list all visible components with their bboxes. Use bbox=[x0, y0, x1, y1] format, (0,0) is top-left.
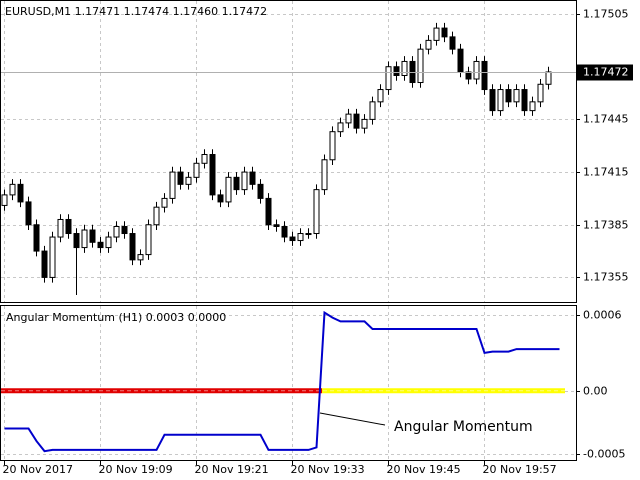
candle-body-up bbox=[401, 60, 408, 76]
candle-body-down bbox=[353, 113, 360, 129]
annotation: Angular Momentum bbox=[394, 419, 533, 435]
candle-body-up bbox=[113, 226, 120, 238]
candle-body-up bbox=[225, 176, 232, 203]
indicator-header: Angular Momentum (H1) 0.0003 0.0000 bbox=[6, 311, 226, 324]
candle-body-down bbox=[393, 66, 400, 77]
main-panel-frame bbox=[0, 0, 577, 303]
candle-body-up bbox=[193, 162, 200, 178]
candle-body-up bbox=[377, 89, 384, 103]
y-tick-label: 1.17385 bbox=[583, 219, 629, 232]
candle-body-down bbox=[25, 201, 32, 226]
candle-body-down bbox=[409, 60, 416, 84]
indicator-panel-frame bbox=[0, 305, 577, 461]
x-tick-label: 20 Nov 2017 bbox=[3, 463, 73, 476]
candle-body-down bbox=[265, 197, 272, 226]
x-tick-label: 20 Nov 19:57 bbox=[483, 463, 557, 476]
candle-body-down bbox=[281, 226, 288, 238]
x-tick-label: 20 Nov 19:33 bbox=[291, 463, 365, 476]
candle-body-down bbox=[33, 224, 40, 252]
candle-body-up bbox=[137, 254, 144, 261]
candle-body-up bbox=[49, 236, 56, 278]
candle-body-down bbox=[41, 250, 48, 278]
candle-body-up bbox=[201, 154, 208, 164]
y-tick-label: -0.0005 bbox=[583, 448, 625, 461]
candle-body-up bbox=[433, 27, 440, 41]
y-tick-label: 1.17445 bbox=[583, 113, 629, 126]
candle-body-up bbox=[369, 101, 376, 120]
candle-body-up bbox=[473, 60, 480, 80]
candle-body-down bbox=[521, 89, 528, 112]
candle-body-down bbox=[257, 183, 264, 199]
candle-body-down bbox=[457, 48, 464, 73]
y-tick-label: 1.17505 bbox=[583, 8, 629, 21]
candle-body-down bbox=[449, 36, 456, 50]
candle-body-down bbox=[89, 229, 96, 243]
y-tick-label: 1.17415 bbox=[583, 166, 629, 179]
y-tick-label: 1.17355 bbox=[583, 271, 629, 284]
candle-body-down bbox=[129, 233, 136, 261]
candle-body-up bbox=[145, 224, 152, 256]
candle-body-down bbox=[465, 71, 472, 80]
candle-body-down bbox=[249, 171, 256, 185]
candle-body-up bbox=[57, 218, 64, 238]
candle-body-up bbox=[345, 113, 352, 124]
candle-body-down bbox=[209, 154, 216, 196]
candle-body-up bbox=[305, 233, 312, 236]
candle-body-up bbox=[361, 118, 368, 129]
candle-body-up bbox=[185, 176, 192, 185]
candle-body-up bbox=[537, 83, 544, 103]
plot-layer bbox=[1, 1, 576, 460]
candle-body-down bbox=[17, 183, 24, 203]
candle-body-down bbox=[273, 224, 280, 228]
candle-body-down bbox=[233, 176, 240, 191]
current-price-box bbox=[577, 64, 633, 81]
candle-body-down bbox=[65, 218, 72, 235]
annotation-leader bbox=[319, 412, 386, 426]
candle-body-down bbox=[505, 89, 512, 103]
x-tick-label: 20 Nov 19:09 bbox=[99, 463, 173, 476]
candle-body-up bbox=[425, 39, 432, 50]
candle-body-up bbox=[513, 89, 520, 103]
candle-body-up bbox=[313, 189, 320, 235]
candle-body-up bbox=[81, 229, 88, 249]
candle-body-up bbox=[385, 66, 392, 91]
candle-body-up bbox=[1, 194, 8, 206]
candle-body-up bbox=[105, 236, 112, 249]
candle-body-down bbox=[177, 171, 184, 185]
candle-body-up bbox=[417, 48, 424, 84]
current-price-label: 1.17472 bbox=[583, 66, 629, 79]
candle-body-up bbox=[321, 159, 328, 191]
candle-body-down bbox=[481, 60, 488, 91]
candle-body-up bbox=[297, 233, 304, 242]
candle-body-up bbox=[161, 197, 168, 208]
candle-body-up bbox=[169, 171, 176, 199]
y-tick-label: 0.0006 bbox=[583, 309, 622, 322]
candle-body-up bbox=[337, 122, 344, 133]
candle-body-down bbox=[121, 226, 128, 235]
candle-body-down bbox=[97, 241, 104, 249]
candle-body-up bbox=[497, 89, 504, 112]
candle-body-up bbox=[529, 101, 536, 112]
candle-body-up bbox=[545, 71, 552, 85]
candle-body-up bbox=[329, 131, 336, 161]
candle-body-up bbox=[153, 206, 160, 226]
candle-body-up bbox=[241, 171, 248, 191]
x-tick-label: 20 Nov 19:45 bbox=[387, 463, 461, 476]
candle-body-down bbox=[289, 236, 296, 242]
indicator-line bbox=[4, 310, 560, 453]
candle-body-down bbox=[441, 27, 448, 38]
candle-body-down bbox=[489, 89, 496, 112]
symbol-header: EURUSD,M1 1.17471 1.17474 1.17460 1.1747… bbox=[5, 5, 267, 18]
candle-body-up bbox=[9, 183, 16, 196]
candle-body-down bbox=[217, 194, 224, 203]
y-tick-label: 0.00 bbox=[583, 385, 608, 398]
x-tick-label: 20 Nov 19:21 bbox=[195, 463, 269, 476]
candle-body-down bbox=[73, 233, 80, 249]
